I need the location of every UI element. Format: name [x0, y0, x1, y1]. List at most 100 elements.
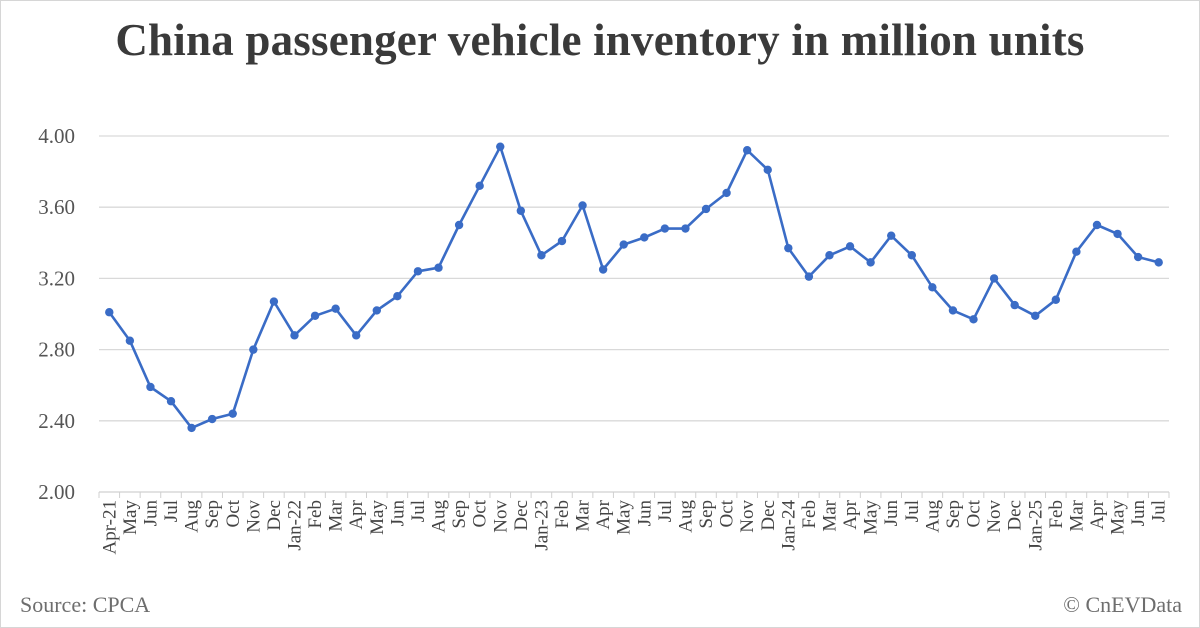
x-tick-label: Jul [161, 500, 182, 522]
x-tick-label: Jul [902, 500, 923, 522]
x-tick-label: Oct [223, 499, 244, 527]
data-point [249, 345, 258, 354]
x-tick-label: Apr [346, 499, 367, 529]
source-note: Source: CPCA [20, 592, 151, 617]
x-tick-label: Dec [264, 500, 285, 531]
copyright-note: © CnEVData [1063, 592, 1182, 617]
data-point [907, 251, 916, 260]
x-tick-label: Nov [737, 500, 758, 533]
x-tick-label: Jan-25 [1025, 500, 1046, 551]
data-point [166, 397, 176, 406]
x-axis: Apr-21 May Jun Jul Aug Sep Oct Nov Dec Jan-22 Feb M… [98, 491, 1170, 555]
x-tick-label: Jul [408, 500, 429, 522]
x-tick-label: May [861, 500, 882, 535]
data-point [352, 331, 361, 340]
data-point [701, 204, 711, 214]
data-point [269, 297, 279, 306]
data-point [105, 308, 114, 317]
x-tick-label: Jul [655, 500, 676, 522]
x-tick-label: Oct [470, 499, 491, 527]
data-point [516, 206, 526, 215]
data-point [187, 423, 196, 433]
series-line [108, 145, 1160, 430]
data-point [742, 146, 752, 155]
x-tick-label: Mar [326, 499, 347, 531]
x-tick-label: Apr-21 [99, 500, 120, 555]
data-point [475, 181, 484, 191]
data-point [1051, 295, 1061, 304]
data-point [496, 142, 505, 151]
x-tick-label: Jun [1128, 500, 1149, 527]
x-tick-label: Oct [717, 499, 738, 527]
data-point [557, 236, 567, 246]
x-tick-label: Sep [202, 500, 223, 529]
x-tick-label: Aug [182, 500, 203, 533]
x-tick-label: Mar [1066, 499, 1087, 531]
y-tick-label: 4.00 [38, 124, 75, 148]
x-tick-label: Apr [840, 499, 861, 529]
x-tick-label: Jun [140, 500, 161, 527]
data-point [681, 224, 690, 233]
x-tick-label: Jun [881, 500, 902, 527]
x-tick-label: Nov [243, 500, 264, 533]
data-point [146, 382, 155, 392]
x-tick-label: May [367, 500, 388, 535]
data-point [125, 336, 135, 345]
x-tick-label: Sep [696, 500, 717, 529]
y-tick-label: 2.40 [38, 409, 75, 433]
chart-title: China passenger vehicle inventory in mil… [115, 15, 1085, 65]
data-point [619, 240, 628, 249]
x-tick-label: Dec [1005, 500, 1026, 531]
data-point [1010, 300, 1019, 310]
x-tick-label: Jun [634, 500, 655, 527]
x-tick-label: Jan-22 [284, 500, 305, 551]
x-tick-label: Feb [799, 500, 820, 529]
data-point [290, 331, 299, 340]
y-tick-label: 2.80 [38, 338, 75, 362]
data-point [207, 414, 217, 424]
data-point [1072, 247, 1081, 256]
data-point [1113, 229, 1122, 239]
x-tick-label: Jan-23 [531, 500, 552, 551]
data-point [454, 220, 464, 230]
data-point [1092, 220, 1102, 230]
x-tick-label: Jun [387, 500, 408, 527]
data-point [660, 224, 670, 233]
data-point [537, 251, 546, 260]
y-tick-label: 3.20 [38, 266, 75, 290]
data-point [763, 165, 772, 175]
x-tick-label: Sep [449, 500, 470, 529]
data-point [413, 267, 423, 276]
x-tick-label: Sep [943, 500, 964, 529]
x-tick-label: Feb [305, 500, 326, 529]
data-point [598, 265, 608, 274]
data-point [866, 258, 875, 267]
gridlines [99, 135, 1169, 422]
x-tick-label: Jul [1149, 500, 1170, 522]
data-point [310, 311, 320, 320]
data-point [331, 304, 340, 313]
data-point [845, 242, 855, 251]
data-point [578, 201, 587, 210]
data-point [393, 292, 402, 301]
x-tick-label: Mar [819, 499, 840, 531]
x-tick-label: Apr [593, 499, 614, 529]
data-point [228, 409, 237, 418]
data-point [722, 188, 731, 198]
y-axis: 2.00 2.40 2.80 3.20 3.60 4.00 [38, 124, 75, 504]
x-tick-label: Oct [964, 499, 985, 527]
data-point [928, 283, 937, 292]
x-tick-label: Aug [429, 500, 450, 533]
x-tick-label: Aug [675, 500, 696, 533]
data-point [804, 272, 814, 281]
x-tick-label: Nov [490, 500, 511, 533]
x-tick-label: Feb [552, 500, 573, 529]
x-tick-label: Dec [511, 500, 532, 531]
data-point [640, 233, 649, 242]
y-tick-label: 2.00 [38, 480, 75, 504]
data-point [1133, 252, 1143, 262]
data-point [434, 263, 443, 272]
data-point [825, 251, 834, 260]
x-tick-label: Aug [922, 500, 943, 533]
